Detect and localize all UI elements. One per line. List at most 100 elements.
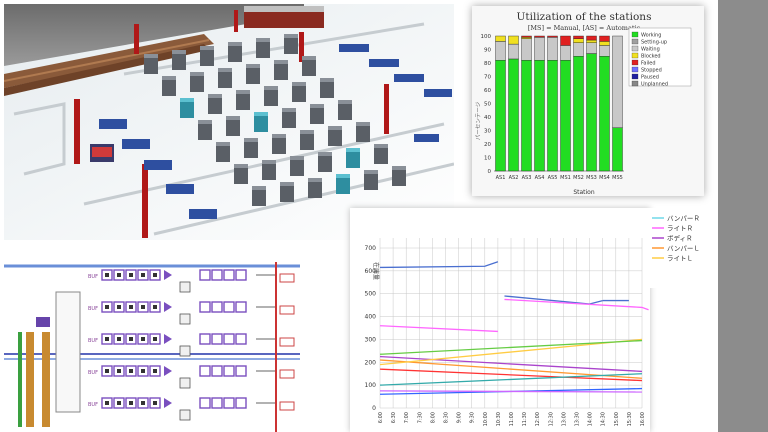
machine — [246, 64, 260, 84]
y-tick-label: 40 — [484, 115, 491, 121]
series-line — [379, 338, 643, 366]
machine — [226, 116, 240, 136]
x-tick-label: 8:30 — [444, 412, 450, 423]
schematic-diagram: BUF BUF BUF BUF BUF — [4, 262, 300, 432]
machine — [254, 112, 268, 132]
machine — [280, 182, 294, 202]
machine — [208, 94, 222, 114]
machine — [338, 100, 352, 120]
station-cell — [223, 269, 235, 281]
left-ladder — [18, 317, 50, 427]
station-cell — [235, 365, 247, 377]
station-cell — [211, 333, 223, 345]
factory-back-wall — [4, 4, 304, 66]
x-tick-label: 10:30 — [496, 412, 502, 426]
legend-entry: バンパーＲ — [667, 215, 700, 223]
station-cell — [223, 301, 235, 313]
central-buffer — [55, 291, 81, 413]
machine — [190, 72, 204, 92]
machine — [180, 98, 194, 118]
x-tick-label: 11:00 — [509, 412, 515, 426]
machine — [320, 78, 334, 98]
utilization-legend: WorkingSetting-upWaitingBlockedFailedSto… — [628, 27, 692, 88]
y-tick-labels: 0 100 200 300 400 500 600 700 — [365, 245, 377, 412]
stacked-bars — [495, 35, 623, 172]
series-line — [379, 325, 498, 333]
x-tick-label: 6:00 — [378, 412, 384, 423]
x-tick-label: 12:30 — [548, 412, 554, 426]
machine — [162, 76, 176, 96]
station-cell — [211, 301, 223, 313]
machine — [318, 152, 332, 172]
inventory-trend-chart-panel: 0 100 200 300 400 500 600 700 6:00 6:30 7:00 7:30 8… — [350, 208, 650, 432]
machine — [198, 120, 212, 140]
bar-segment — [599, 45, 610, 57]
inventory-legend: バンパーＲ ライトＲ ボディＲ バンパーＬ ライトＬ — [650, 208, 720, 288]
legend-entry: Waiting — [641, 47, 660, 53]
bar-segment — [521, 60, 532, 172]
x-tick-label: MS4 — [599, 175, 610, 181]
legend-swatch — [631, 66, 639, 73]
legend-swatch — [631, 73, 639, 80]
y-tick-label: 200 — [365, 359, 377, 366]
x-tick-label: AS5 — [548, 175, 558, 181]
station-cell — [211, 397, 223, 409]
chart-title: Utilization of the stations — [517, 11, 652, 23]
machine — [284, 34, 298, 54]
legend-swatch — [631, 31, 639, 38]
legend-swatch — [631, 59, 639, 66]
line-schematic[interactable]: BUF BUF BUF BUF BUF — [4, 262, 300, 432]
x-tick-label: 15:00 — [614, 412, 620, 426]
bar-segment — [573, 35, 584, 39]
station-cell — [223, 333, 235, 345]
bar-segment — [547, 37, 558, 61]
y-tick-label: 100 — [481, 34, 492, 40]
series-line — [379, 261, 499, 269]
bar-segment — [560, 35, 571, 46]
bar-segment — [612, 127, 623, 172]
bar-segment — [534, 35, 545, 38]
station-cell — [199, 397, 211, 409]
inventory-series — [379, 261, 649, 395]
legend-entry: Stopped — [641, 68, 662, 74]
legend-swatch — [631, 52, 639, 59]
legend-entry: バンパーＬ — [667, 245, 700, 253]
factory-3d-view[interactable] — [4, 4, 454, 240]
x-tick-label: 12:00 — [535, 412, 541, 426]
y-axis-label: パーセンテージ — [475, 101, 482, 140]
bar-segment — [560, 60, 571, 172]
bar-segment — [573, 42, 584, 57]
x-tick-label: MS3 — [586, 175, 597, 181]
legend-entry: Blocked — [641, 54, 661, 60]
legend-entry: ライトＲ — [667, 225, 693, 233]
y-tick-label: 20 — [484, 142, 491, 148]
x-tick-label: 6:30 — [391, 412, 397, 423]
x-tick-label: 9:00 — [457, 412, 463, 423]
series-line — [379, 355, 643, 373]
y-tick-label: 700 — [365, 245, 377, 252]
station-cell — [235, 301, 247, 313]
station-cell — [199, 365, 211, 377]
x-tick-label: MS2 — [573, 175, 584, 181]
legend-entry: Unplanned — [641, 82, 668, 88]
factory-scene — [4, 4, 454, 240]
buffer-label: BUF — [88, 274, 98, 280]
x-tick-labels: 6:00 6:30 7:00 7:30 8:00 8:30 9:00 9:30 10:00 10:… — [378, 412, 646, 426]
bar-segment — [547, 60, 558, 172]
legend-entry: Paused — [641, 75, 659, 81]
series-line — [379, 339, 643, 355]
x-tick-label: 8:00 — [430, 412, 436, 423]
x-tick-label: 9:30 — [470, 412, 476, 423]
bar-segment — [612, 35, 623, 129]
x-tick-label: 7:30 — [417, 412, 423, 423]
bar-segment — [573, 38, 584, 43]
series-line — [504, 298, 649, 311]
x-tick-label: 13:00 — [561, 412, 567, 426]
machine — [282, 108, 296, 128]
x-tick-label: 7:00 — [404, 412, 410, 423]
x-tick-label: 14:00 — [588, 412, 594, 426]
x-tick-label: AS1 — [496, 175, 506, 181]
station-cell — [199, 301, 211, 313]
y-tick-label: 100 — [365, 382, 377, 389]
machine — [144, 54, 158, 74]
